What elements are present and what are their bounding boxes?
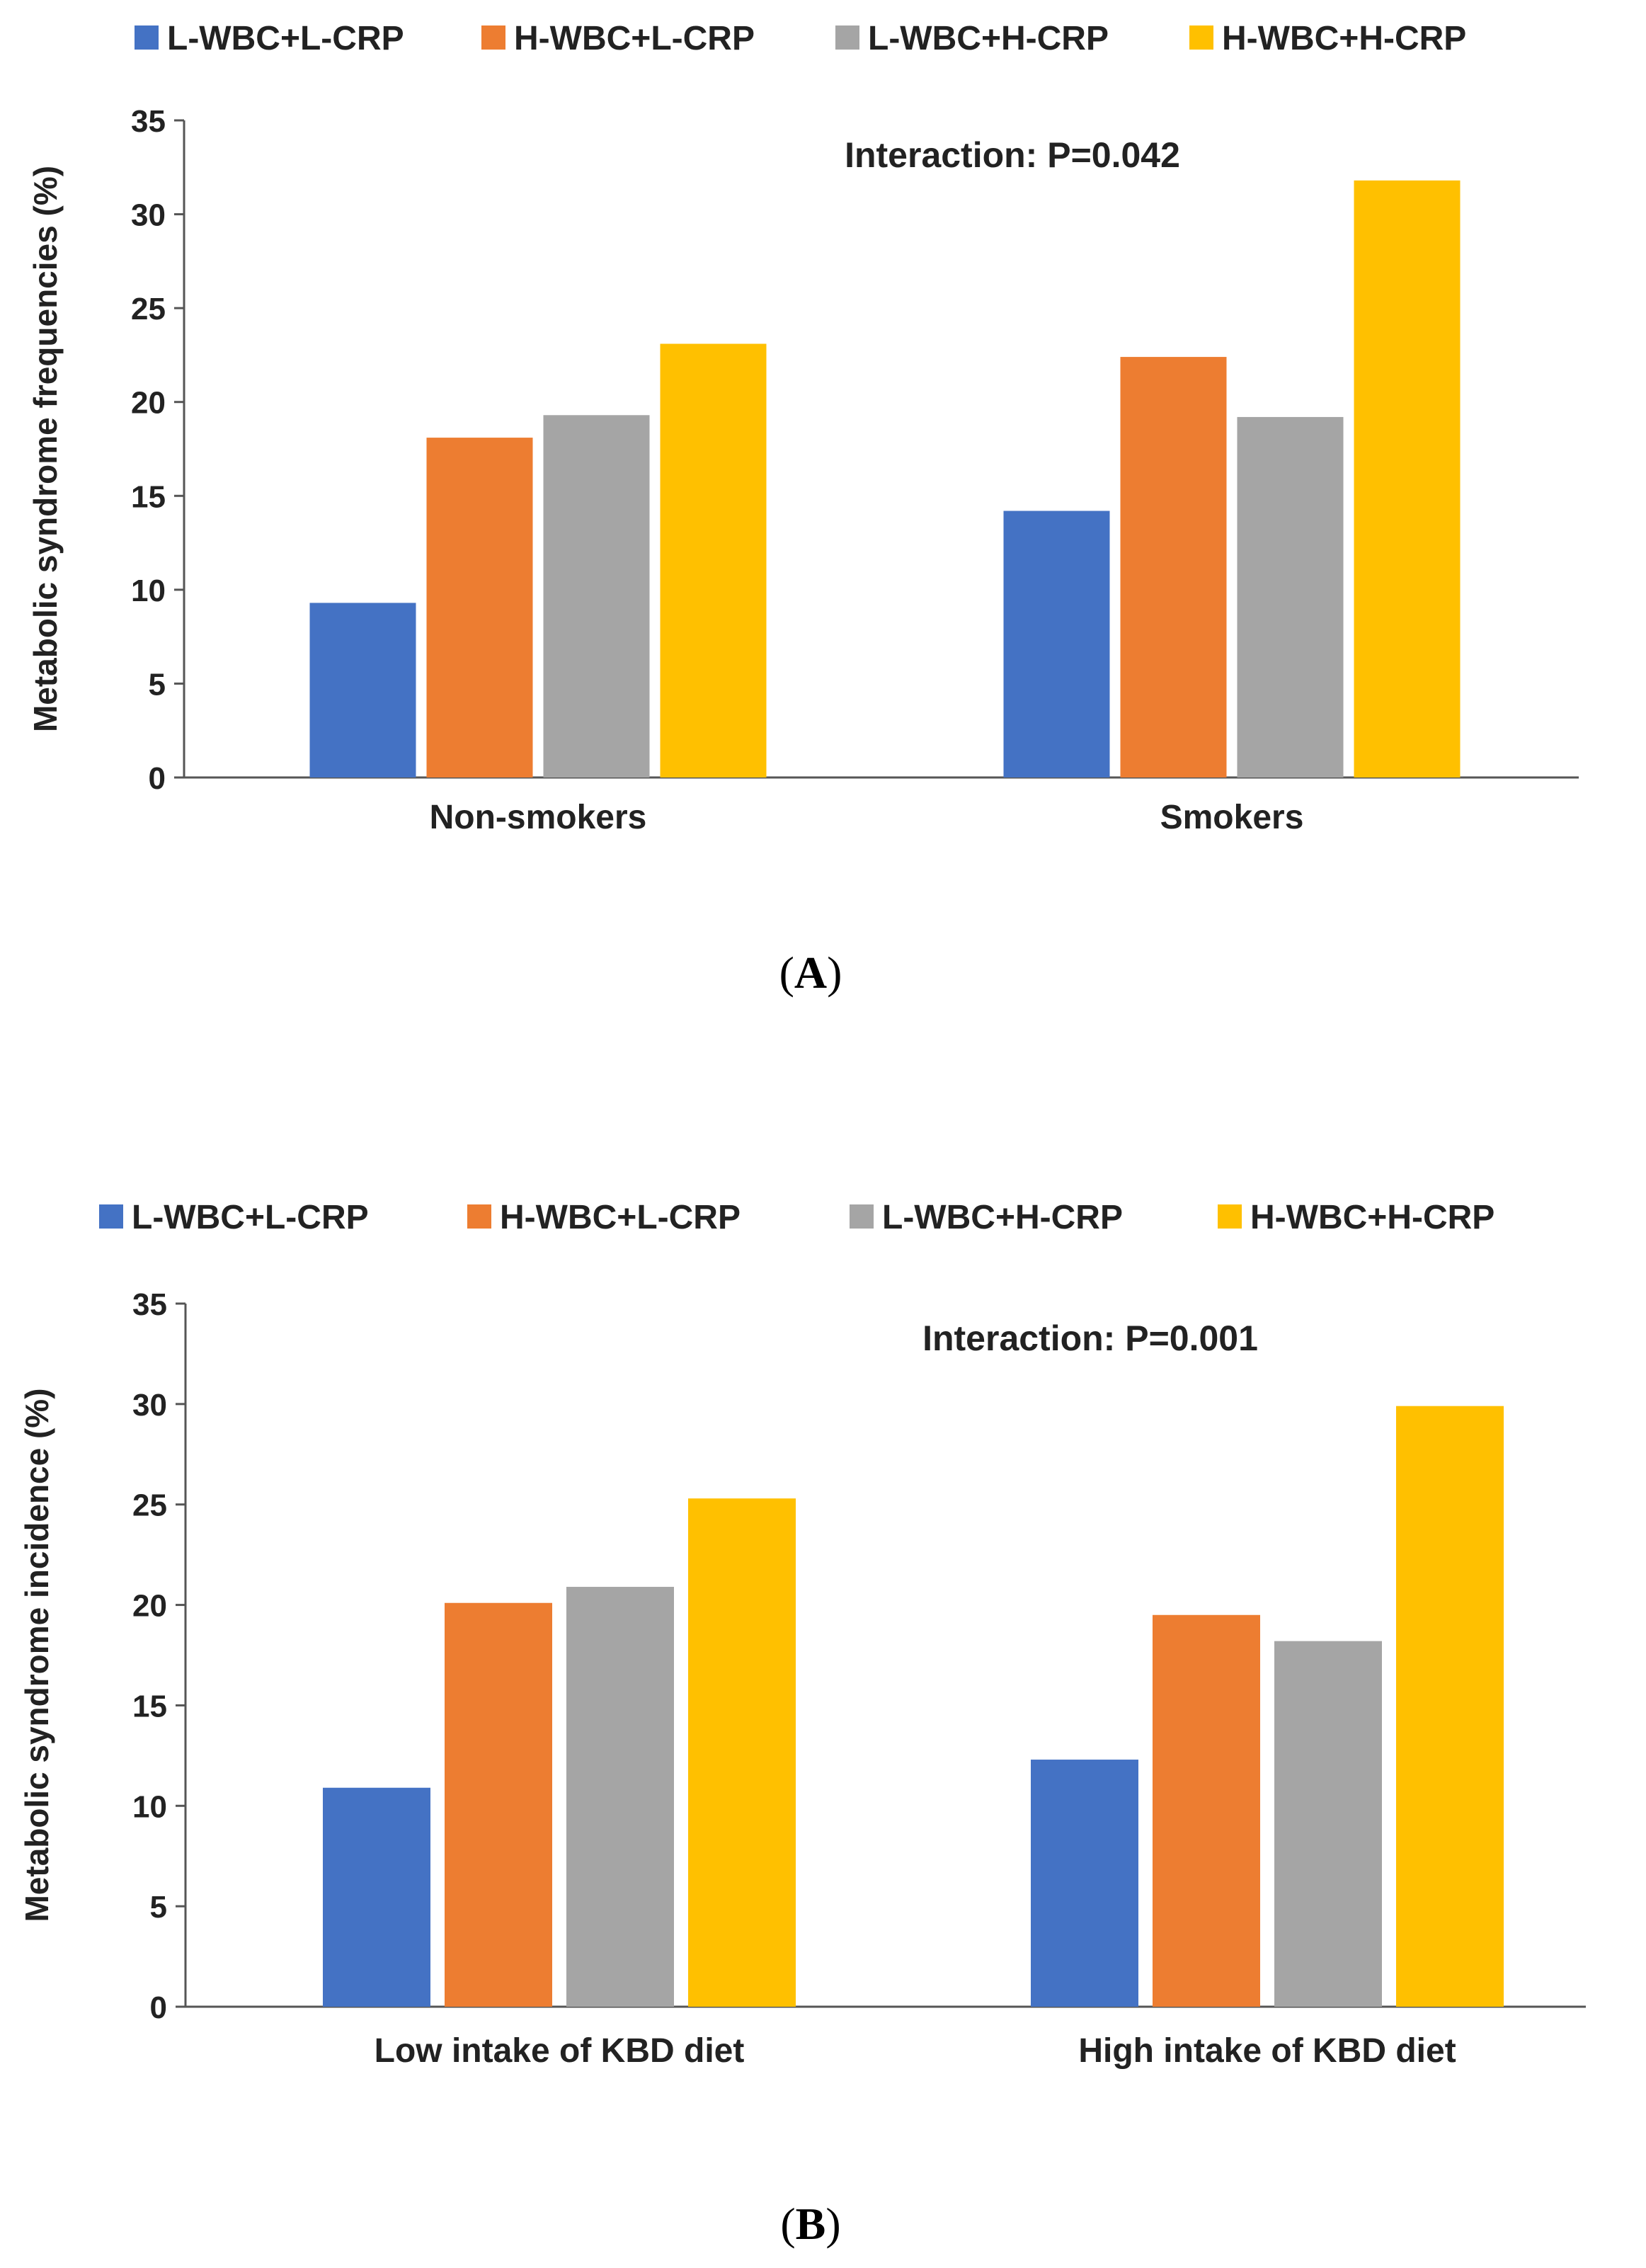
panel-b-bar-1-4 xyxy=(688,1498,796,2007)
panel-a-y-tick-label: 20 xyxy=(131,386,166,421)
panel-a-y-tick-label: 10 xyxy=(131,574,166,608)
panel-b-legend-label: H-WBC+L-CRP xyxy=(500,1199,741,1236)
panel-a-legend-label: L-WBC+L-CRP xyxy=(167,20,404,57)
panel-b-bar-1-3 xyxy=(566,1587,674,2007)
panel-a-bar-1-1 xyxy=(309,603,416,777)
panel-b-legend-swatch xyxy=(467,1204,491,1229)
panel-b-category-label: High intake of KBD diet xyxy=(1078,2032,1456,2070)
panel-a-legend-label: H-WBC+L-CRP xyxy=(514,20,755,57)
panel-a-y-tick-label: 35 xyxy=(131,104,166,139)
panel-a-y-tick-label: 15 xyxy=(131,479,166,514)
panel-a-legend-label: H-WBC+H-CRP xyxy=(1222,20,1466,57)
panel-b-bar-1-1 xyxy=(323,1787,430,2007)
panel-a-y-tick-label: 25 xyxy=(131,292,166,326)
panel-b-y-tick-label: 10 xyxy=(132,1789,167,1824)
panel-a-bar-1-4 xyxy=(660,343,767,777)
panel-b-legend-swatch xyxy=(850,1204,874,1229)
panel-b-legend-swatch xyxy=(1218,1204,1242,1229)
panel-a-bar-2-1 xyxy=(1003,511,1110,777)
panel-a-label: (A) xyxy=(779,947,842,998)
panel-b-chart: 0 5 10 15 20 25 30 35 Metabolic syndrome inciden… xyxy=(18,1199,1586,2070)
panel-a-y-tick-label: 5 xyxy=(149,667,166,702)
panel-a-legend-swatch xyxy=(481,25,505,50)
panel-a-chart: 0 5 10 15 20 25 30 35 Metabolic syndrome frequen… xyxy=(27,20,1579,836)
panel-a-bar-1-2 xyxy=(426,438,533,777)
panel-b-bar-2-4 xyxy=(1396,1406,1504,2007)
panel-a-interaction-annotation: Interaction: P=0.042 xyxy=(845,135,1180,175)
panel-b-legend-label: L-WBC+H-CRP xyxy=(882,1199,1123,1236)
panel-a-legend-swatch xyxy=(135,25,159,50)
panel-b-label: (B) xyxy=(780,2199,840,2249)
panel-b-bar-2-3 xyxy=(1274,1641,1382,2007)
panel-b-y-tick-label: 25 xyxy=(132,1488,167,1523)
panel-b-legend-label: L-WBC+L-CRP xyxy=(132,1199,369,1236)
panel-b-y-tick-label: 15 xyxy=(132,1689,167,1723)
panel-b-y-axis-title: Metabolic syndrome incidence (%) xyxy=(18,1388,55,1922)
panel-b-bar-1-2 xyxy=(445,1602,552,2007)
panel-a-y-axis-title: Metabolic syndrome frequencies (%) xyxy=(27,166,64,732)
panel-a-category-label: Smokers xyxy=(1160,799,1304,836)
panel-b-y-tick-label: 35 xyxy=(132,1287,167,1322)
panel-a-bar-2-3 xyxy=(1237,416,1344,777)
panel-b-y-tick-label: 5 xyxy=(150,1890,167,1925)
panel-b-bar-2-2 xyxy=(1153,1614,1260,2007)
panel-b-bar-2-1 xyxy=(1031,1760,1138,2007)
panel-a-bar-1-3 xyxy=(543,415,650,777)
panel-b-y-tick-label: 20 xyxy=(132,1589,167,1624)
panel-a-bar-2-2 xyxy=(1120,357,1227,778)
panel-b-y-tick-label: 0 xyxy=(150,1990,167,2025)
panel-b-y-tick-label: 30 xyxy=(132,1388,167,1423)
panel-a-y-tick-label: 0 xyxy=(149,761,166,796)
panel-a-y-tick-label: 30 xyxy=(131,198,166,233)
panel-a-category-label: Non-smokers xyxy=(430,799,647,836)
panel-a-legend-swatch xyxy=(1189,25,1213,50)
panel-a-legend-swatch xyxy=(835,25,859,50)
panel-b-legend-label: H-WBC+H-CRP xyxy=(1250,1199,1494,1236)
panel-a-legend-label: L-WBC+H-CRP xyxy=(868,20,1109,57)
panel-b-category-label: Low intake of KBD diet xyxy=(375,2032,745,2070)
panel-a-bar-2-4 xyxy=(1354,180,1461,778)
panel-b-legend-swatch xyxy=(99,1204,123,1229)
panel-b-interaction-annotation: Interaction: P=0.001 xyxy=(922,1318,1258,1358)
